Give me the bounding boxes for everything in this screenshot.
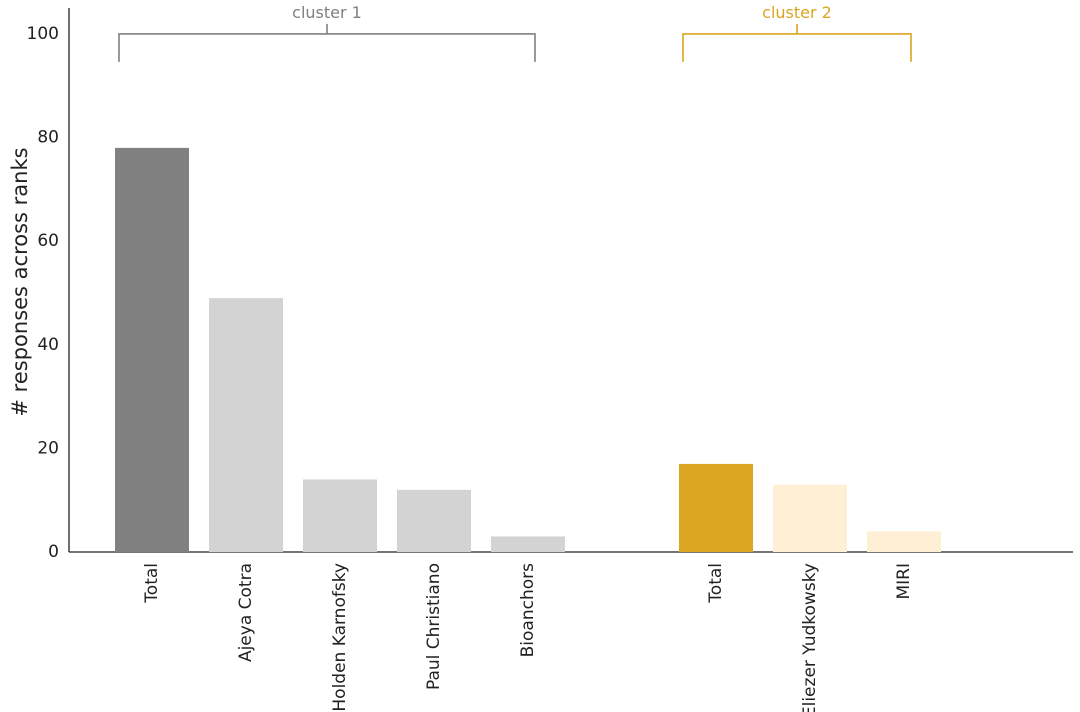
x-tick-label: Holden Karnofsky (330, 563, 350, 712)
y-tick-label: 0 (48, 542, 59, 562)
x-tick-label: MIRI (894, 563, 914, 600)
bar (397, 489, 471, 552)
cluster-bracket (118, 33, 536, 62)
bar (867, 531, 941, 552)
bar (679, 463, 753, 552)
bar (115, 147, 189, 552)
x-tick-label: Total (142, 563, 162, 604)
cluster-bracket (682, 33, 912, 62)
cluster-label: cluster 2 (762, 3, 832, 22)
bar (303, 479, 377, 552)
x-tick-label: Eliezer Yudkowsky (800, 563, 820, 712)
y-tick-label: 100 (27, 24, 59, 44)
y-tick-label: 80 (37, 128, 59, 148)
bar (209, 298, 283, 552)
bar (491, 536, 565, 552)
x-tick-label: Paul Christiano (424, 563, 444, 690)
x-tick-label: Total (706, 563, 726, 604)
y-axis-label: # responses across ranks (8, 147, 32, 416)
x-tick-label: Bioanchors (518, 563, 538, 657)
bar (773, 484, 847, 552)
cluster-label: cluster 1 (292, 3, 362, 22)
x-tick-label: Ajeya Cotra (236, 563, 256, 662)
y-tick-label: 20 (37, 438, 59, 458)
y-tick-label: 60 (37, 231, 59, 251)
y-tick-label: 40 (37, 335, 59, 355)
